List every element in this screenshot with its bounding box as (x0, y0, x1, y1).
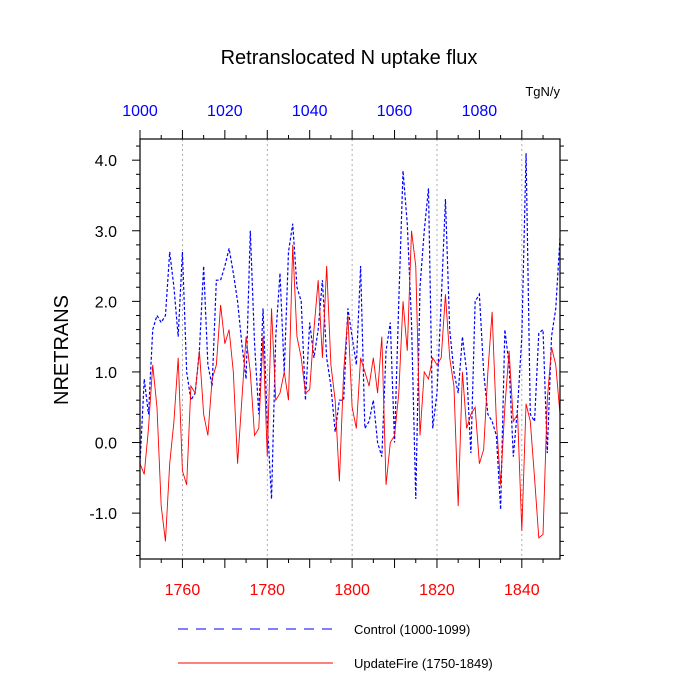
series-line-control (139, 153, 561, 510)
legend-control-label: Control (1000-1099) (354, 622, 470, 637)
series-line-updatefire (139, 230, 561, 542)
top-tick-label: 1000 (122, 103, 158, 120)
y-tick-label: 4.0 (95, 153, 117, 170)
bottom-tick-label: 1840 (504, 582, 540, 599)
series-layer (139, 153, 561, 542)
grid-layer (182, 139, 523, 559)
plot-frame (139, 138, 561, 560)
bottom-tick-label: 1760 (165, 582, 201, 599)
top-tick-label: 1040 (292, 103, 328, 120)
top-tick-label: 1020 (207, 103, 243, 120)
y-tick-label: 0.0 (95, 436, 117, 453)
chart-title: Retranslocated N uptake flux (221, 47, 478, 69)
y-tick-label: -1.0 (89, 506, 117, 523)
y-tick-label: 1.0 (95, 365, 117, 382)
legend: Control (1000-1099) UpdateFire (1750-184… (178, 622, 493, 671)
top-tick-label: 1080 (462, 103, 498, 120)
units-label: TgN/y (525, 84, 560, 99)
top-tick-label: 1060 (377, 103, 413, 120)
legend-updatefire-label: UpdateFire (1750-1849) (354, 656, 493, 671)
bottom-tick-label: 1780 (249, 582, 285, 599)
y-axis-label: NRETRANS (51, 295, 73, 405)
y-tick-label: 2.0 (95, 294, 117, 311)
y-tick-label: 3.0 (95, 224, 117, 241)
bottom-tick-label: 1820 (419, 582, 455, 599)
axis-layer: -1.0 0.0 1.0 2.0 3.0 4.0 1000 1020 1040 1060 1080 1… (89, 103, 568, 599)
bottom-tick-label: 1800 (334, 582, 370, 599)
